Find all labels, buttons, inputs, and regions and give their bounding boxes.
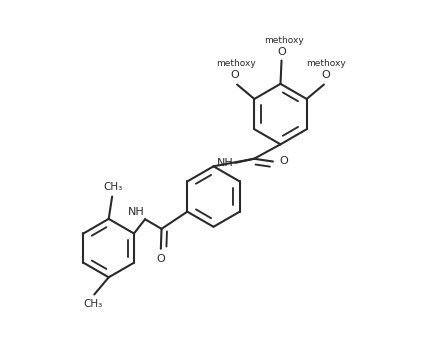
- Text: O: O: [276, 47, 285, 57]
- Text: O: O: [230, 70, 239, 80]
- Text: CH₃: CH₃: [83, 299, 102, 309]
- Text: methoxy: methoxy: [264, 36, 303, 45]
- Text: O: O: [279, 156, 288, 166]
- Text: CH₃: CH₃: [103, 183, 122, 193]
- Text: methoxy: methoxy: [216, 59, 255, 68]
- Text: NH: NH: [216, 158, 233, 168]
- Text: O: O: [156, 254, 165, 264]
- Text: O: O: [321, 70, 330, 80]
- Text: NH: NH: [127, 207, 144, 217]
- Text: methoxy: methoxy: [305, 59, 345, 68]
